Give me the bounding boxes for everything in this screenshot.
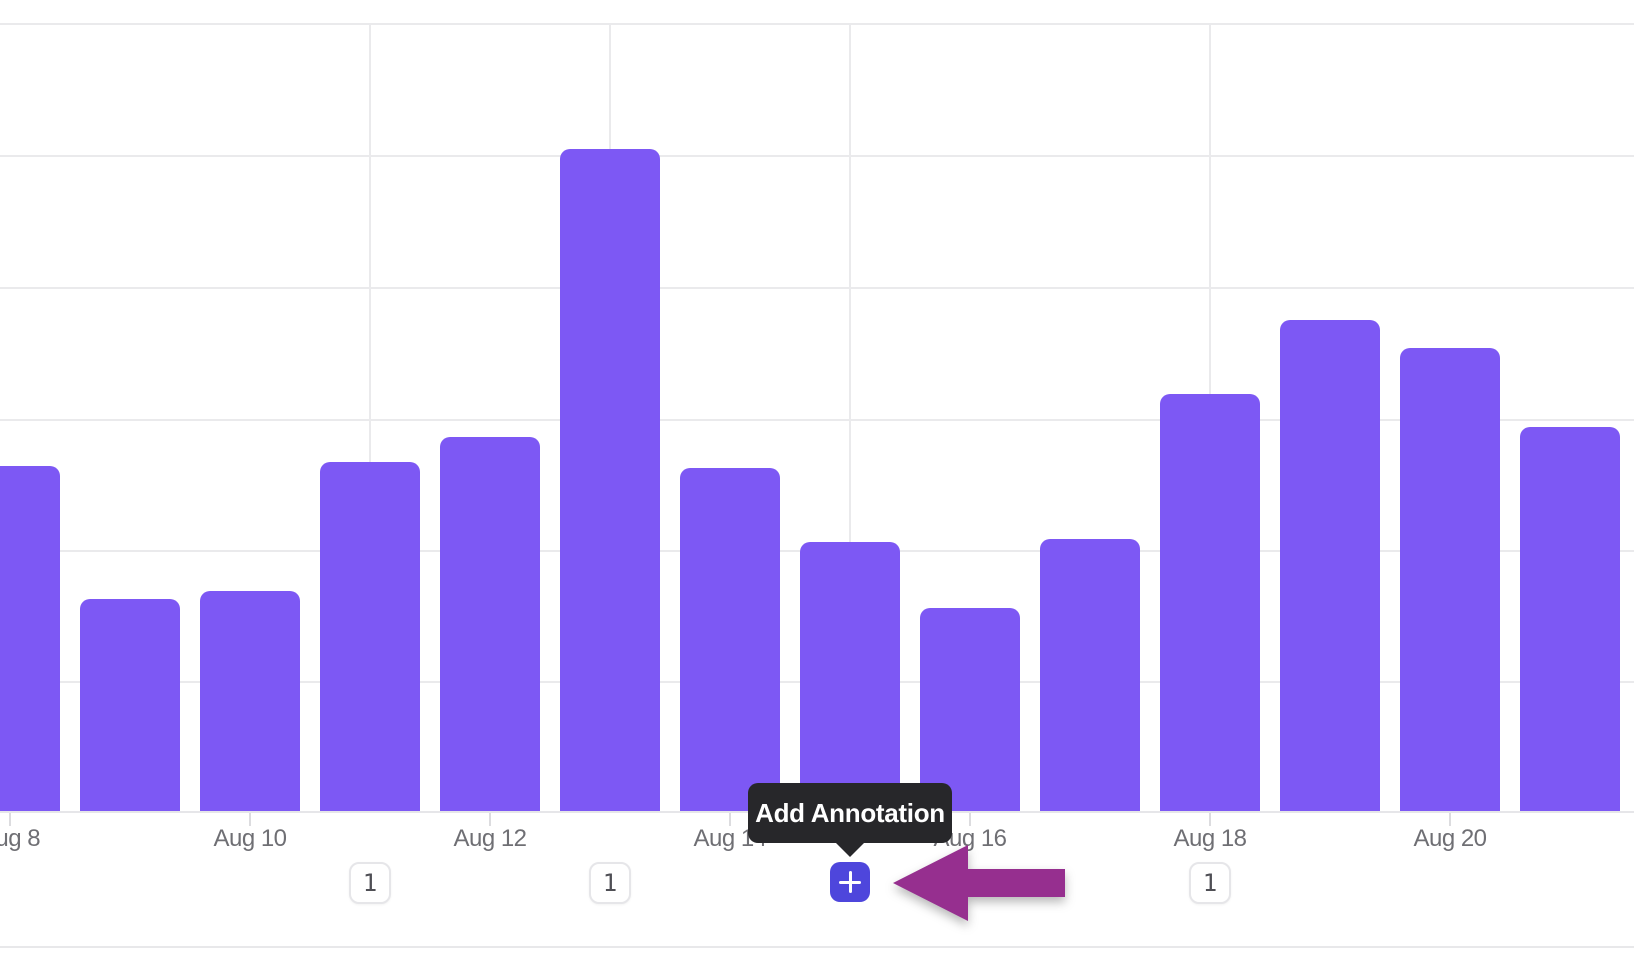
gridline-horizontal: [0, 287, 1634, 289]
chart-bar-aug-15[interactable]: [800, 542, 900, 812]
tooltip-caret: [834, 841, 866, 857]
chart-bar-aug-20[interactable]: [1400, 348, 1500, 812]
chart-bar-aug-11[interactable]: [320, 462, 420, 812]
chart-bar-aug-8[interactable]: [0, 466, 60, 812]
chart-bar-aug-10[interactable]: [200, 591, 300, 812]
chart-bar-aug-21[interactable]: [1520, 427, 1620, 812]
x-axis-label: Aug 20: [1413, 825, 1487, 852]
chart-bar-aug-16[interactable]: [920, 608, 1020, 812]
annotation-badge-count: 1: [362, 869, 378, 897]
annotation-badge-count: 1: [602, 869, 618, 897]
arrow-shape: [893, 845, 1065, 921]
annotation-badge-count: 1: [1202, 869, 1218, 897]
chart-bar-aug-14[interactable]: [680, 468, 780, 812]
x-axis-tick: [969, 813, 971, 826]
annotation-badge[interactable]: 1: [589, 862, 631, 904]
annotation-badge[interactable]: 1: [1189, 862, 1231, 904]
x-axis-tick: [9, 813, 11, 826]
section-divider: [0, 946, 1634, 948]
x-axis-label: Aug 8: [0, 825, 41, 852]
tooltip-label: Add Annotation: [755, 797, 945, 828]
annotation-date-line: [369, 23, 371, 812]
gridline-horizontal: [0, 23, 1634, 25]
chart-bar-aug-12[interactable]: [440, 437, 540, 812]
x-axis-label: Aug 12: [453, 825, 527, 852]
annotation-date-line: [849, 23, 851, 812]
x-axis-tick: [729, 813, 731, 826]
x-axis-tick: [1449, 813, 1451, 826]
add-annotation-button[interactable]: [830, 862, 870, 902]
annotation-badge[interactable]: 1: [349, 862, 391, 904]
chart-bar-aug-13[interactable]: [560, 149, 660, 812]
gridline-horizontal: [0, 155, 1634, 157]
x-axis-tick: [489, 813, 491, 826]
chart-bar-aug-19[interactable]: [1280, 320, 1380, 812]
chart-bar-aug-17[interactable]: [1040, 539, 1140, 812]
x-axis-label: Aug 18: [1173, 825, 1247, 852]
plus-icon: [839, 871, 861, 893]
gridline-horizontal: [0, 419, 1634, 421]
x-axis-label: Aug 10: [213, 825, 287, 852]
x-axis-tick: [1209, 813, 1211, 826]
chart-bar-aug-9[interactable]: [80, 599, 180, 812]
x-axis-tick: [249, 813, 251, 826]
chart-bar-aug-18[interactable]: [1160, 394, 1260, 812]
add-annotation-tooltip: Add Annotation: [748, 783, 952, 857]
